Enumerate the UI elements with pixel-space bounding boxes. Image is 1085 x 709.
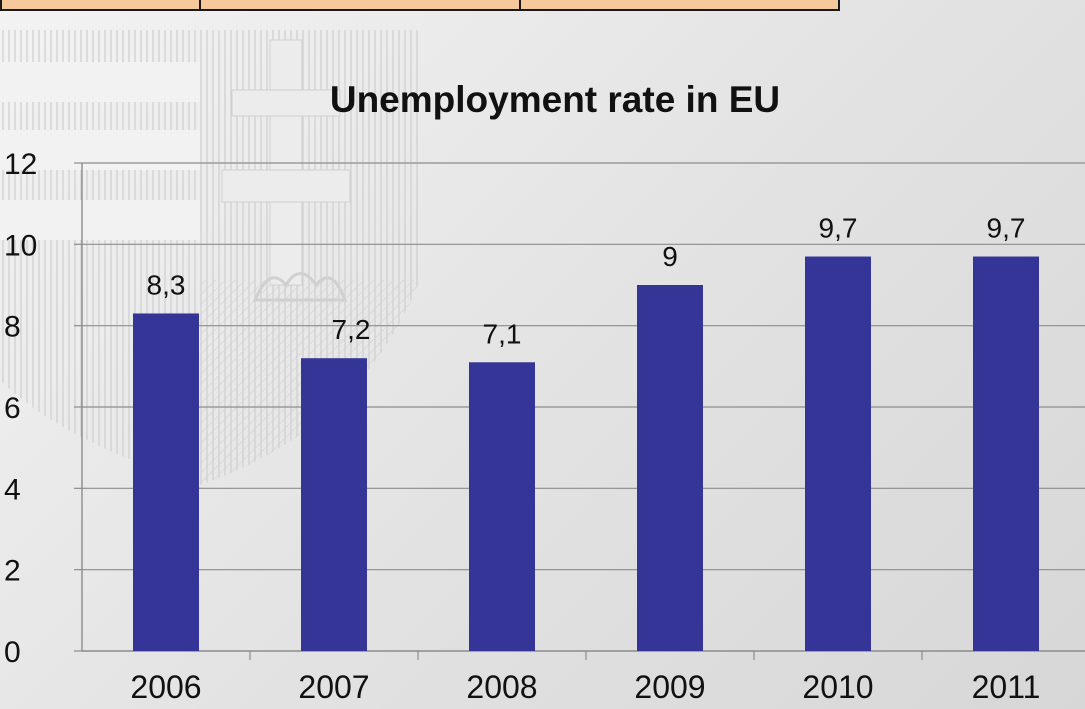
- data-label: 9,7: [987, 213, 1026, 244]
- bar-2007: [301, 358, 367, 651]
- data-label: 7,1: [483, 318, 522, 349]
- data-label: 9,7: [819, 213, 858, 244]
- data-label: 7,2: [332, 314, 371, 345]
- y-tick-label: 10: [4, 229, 37, 262]
- x-tick-label: 2008: [466, 669, 537, 705]
- bar-2008: [469, 362, 535, 651]
- data-label: 8,3: [147, 269, 186, 300]
- bar-2011: [973, 256, 1039, 651]
- y-tick-label: 2: [4, 555, 21, 588]
- x-tick-label: 2011: [972, 669, 1041, 705]
- x-tick-label: 2006: [130, 669, 201, 705]
- y-tick-label: 0: [4, 636, 21, 669]
- y-tick-label: 6: [4, 392, 21, 425]
- x-tick-label: 2010: [802, 669, 873, 705]
- data-label: 9: [662, 241, 678, 272]
- y-tick-label: 4: [4, 473, 21, 506]
- x-tick-label: 2009: [634, 669, 705, 705]
- table-cell: [521, 0, 840, 11]
- table-cell: [0, 0, 201, 11]
- table-cell: [201, 0, 521, 11]
- bar-2006: [133, 313, 199, 651]
- bar-2010: [805, 256, 871, 651]
- top-table-strip: [0, 0, 848, 12]
- bar-2009: [637, 285, 703, 651]
- y-tick-label: 12: [4, 148, 37, 181]
- chart-title: Unemployment rate in EU: [330, 79, 780, 120]
- x-tick-label: 2007: [298, 669, 369, 705]
- y-tick-label: 8: [4, 311, 21, 344]
